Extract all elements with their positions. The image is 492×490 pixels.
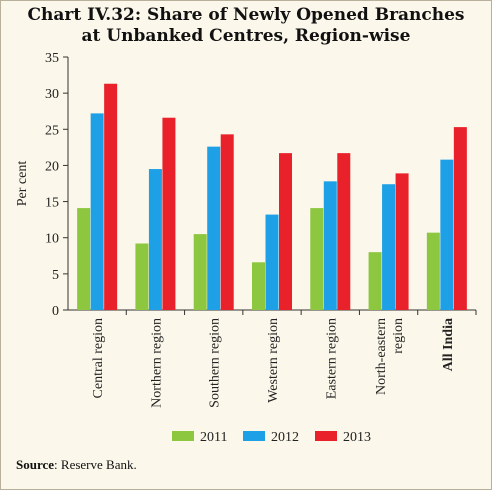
y-tick-label: 0 — [52, 304, 59, 319]
bar-2011 — [310, 208, 324, 310]
x-category-label: Eastern region — [324, 318, 339, 399]
legend-swatch-2011 — [172, 431, 194, 441]
y-tick-label: 5 — [52, 268, 59, 283]
bar-2013 — [337, 153, 351, 310]
bar-2013 — [162, 117, 176, 310]
bar-2013 — [395, 173, 409, 310]
bar-2012 — [207, 146, 221, 310]
x-category-label: All India — [441, 318, 456, 371]
bar-2012 — [323, 181, 337, 310]
chart-title-line2: at Unbanked Centres, Region-wise — [81, 26, 411, 46]
bar-2012 — [382, 184, 396, 310]
source-label: Source — [16, 457, 55, 472]
x-category-label: North-eastern — [374, 318, 389, 395]
bar-2013 — [453, 127, 467, 310]
chart-title: Chart IV.32: Share of Newly Opened Branc… — [0, 5, 492, 47]
y-tick-label: 20 — [45, 159, 59, 174]
x-category-label: region — [391, 318, 406, 354]
y-tick-label: 25 — [45, 123, 59, 138]
x-category-label: Northern region — [149, 318, 164, 408]
bar-2013 — [220, 134, 234, 310]
bar-2011 — [135, 243, 149, 310]
x-category-label: Southern region — [208, 318, 223, 408]
y-tick-label: 35 — [45, 51, 59, 66]
legend-swatch-2013 — [315, 431, 337, 441]
bar-2012 — [440, 159, 454, 310]
x-category-label: Western region — [266, 318, 281, 403]
source-text: : Reserve Bank. — [54, 457, 137, 472]
bar-2012 — [90, 113, 104, 310]
bar-2012 — [148, 169, 162, 310]
bar-2013 — [279, 153, 292, 310]
legend-label: 2013 — [343, 430, 371, 445]
source-note: Source: Reserve Bank. — [16, 457, 137, 473]
legend-label: 2011 — [200, 430, 227, 445]
bar-2012 — [265, 214, 279, 310]
y-tick-label: 15 — [45, 196, 59, 211]
bar-2011 — [77, 208, 91, 310]
chart-title-line1: Chart IV.32: Share of Newly Opened Branc… — [27, 5, 465, 25]
y-tick-label: 10 — [45, 232, 59, 247]
y-tick-label: 30 — [45, 87, 59, 102]
bar-2011 — [426, 232, 440, 310]
bar-2011 — [193, 234, 207, 310]
x-category-label: Central region — [91, 318, 106, 398]
bar-2013 — [104, 83, 118, 310]
legend-swatch-2012 — [243, 431, 265, 441]
legend-label: 2012 — [271, 430, 299, 445]
y-axis-title: Per cent — [15, 161, 30, 207]
bar-2011 — [368, 252, 382, 310]
bar-2011 — [252, 262, 265, 310]
